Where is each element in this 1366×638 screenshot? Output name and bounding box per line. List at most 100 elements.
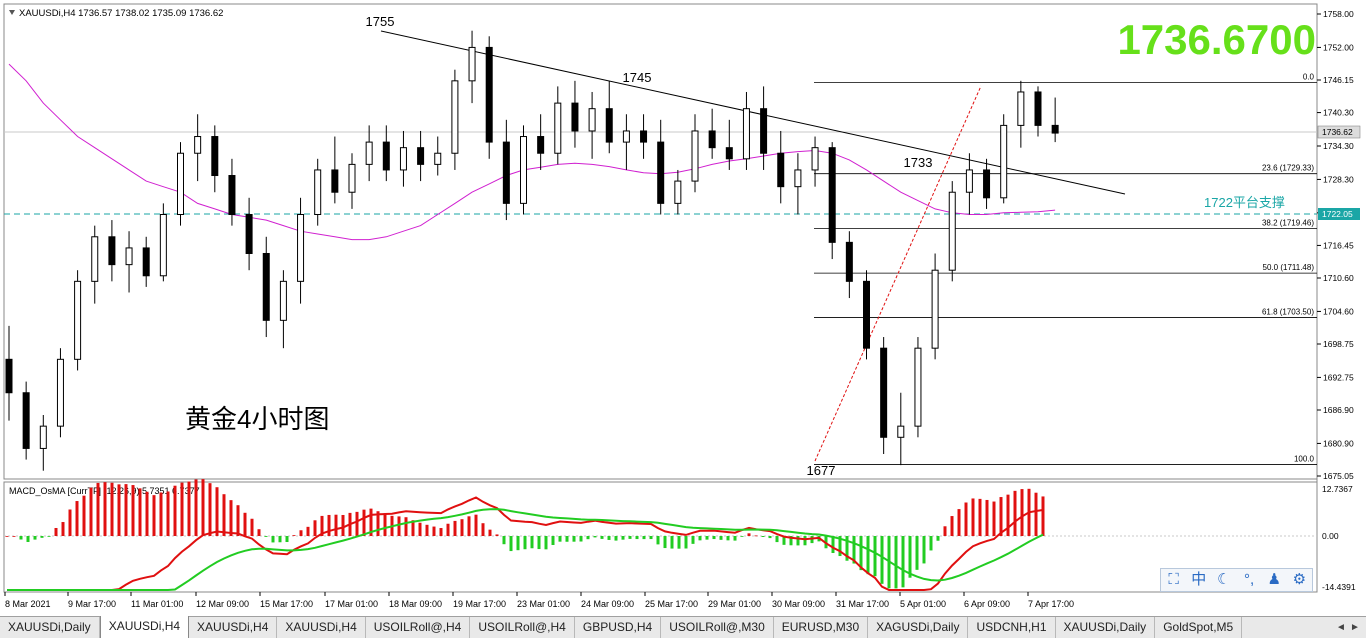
tab-xauusdi-h4-active[interactable]: XAUUSDi,H4: [99, 616, 190, 638]
candle-body: [56, 358, 64, 427]
macd-bar: [12, 536, 16, 537]
candle-body: [983, 169, 991, 199]
macd-bar: [75, 501, 79, 536]
peak-label-1755: 1755: [366, 14, 395, 29]
ime-toolbar[interactable]: ⛶ 中 ☾ °, ♟ ⚙: [1160, 568, 1313, 592]
candles: [5, 30, 1059, 471]
macd-bar: [516, 536, 520, 551]
macd-bar: [789, 536, 793, 546]
time-tick-label: 18 Mar 09:00: [389, 599, 442, 609]
macd-bar: [502, 536, 506, 545]
macd-bar: [796, 536, 800, 546]
macd-bar: [278, 536, 282, 543]
macd-bar: [1006, 494, 1010, 536]
macd-bar: [19, 536, 23, 540]
price-tick-label: 1758.00: [1323, 9, 1354, 19]
time-tick-label: 12 Mar 09:00: [196, 599, 249, 609]
candle-body: [485, 46, 493, 143]
candle-body: [211, 136, 219, 177]
fib-level-label: 38.2 (1719.46): [1262, 219, 1314, 228]
macd-bar: [635, 536, 639, 540]
tab-xauusdi-daily[interactable]: XAUUSDi,Daily: [0, 617, 100, 638]
tab-usdcnh-h1[interactable]: USDCNH,H1: [968, 617, 1056, 638]
candle-body: [297, 214, 305, 282]
tab-usoilroll-h4-2[interactable]: USOILRoll@,H4: [470, 617, 575, 638]
macd-bar: [544, 536, 548, 550]
macd-bar: [957, 509, 961, 536]
macd-bar: [908, 536, 912, 578]
macd-bar: [943, 526, 947, 536]
macd-bar: [873, 536, 877, 577]
tab-xauusdi-daily-2[interactable]: XAUUSDi,Daily: [1056, 617, 1156, 638]
macd-bar: [61, 522, 65, 536]
tab-xagusdi-daily[interactable]: XAGUSDi,Daily: [868, 617, 969, 638]
triangle-down-icon[interactable]: [9, 10, 15, 15]
macd-bar: [1020, 489, 1024, 536]
fib-level-label: 0.0: [1303, 73, 1315, 82]
macd-bar: [418, 522, 422, 536]
candle-body: [880, 347, 888, 438]
macd-bar: [173, 485, 177, 536]
macd-bar: [271, 536, 275, 543]
candle-body: [108, 236, 116, 266]
candle-body: [931, 269, 939, 349]
candle-body: [177, 152, 184, 216]
macd-bar: [467, 516, 471, 536]
tab-usoilroll-h4[interactable]: USOILRoll@,H4: [366, 617, 471, 638]
macd-bar: [257, 529, 261, 536]
macd-bar: [474, 514, 478, 536]
tab-goldspot-m5[interactable]: GoldSpot,M5: [1155, 617, 1243, 638]
candle-body: [74, 280, 82, 360]
macd-bar: [488, 529, 492, 536]
macd-bar: [397, 516, 401, 536]
candle-body: [657, 141, 665, 204]
candle-body: [691, 130, 699, 182]
peak-label-1733: 1733: [904, 155, 933, 170]
macd-bar: [1034, 492, 1038, 536]
macd-bar: [208, 483, 212, 536]
macd-bar: [572, 536, 576, 542]
macd-bar: [327, 514, 331, 536]
fib-level-label: 50.0 (1711.48): [1263, 263, 1315, 272]
macd-bar: [803, 536, 807, 546]
macd-bar: [243, 512, 247, 536]
time-tick-label: 5 Apr 01:00: [900, 599, 946, 609]
candle-body: [845, 241, 853, 282]
candle-body: [537, 136, 545, 154]
time-tick-label: 25 Mar 17:00: [645, 599, 698, 609]
macd-bar: [614, 536, 618, 541]
candle-body: [502, 141, 510, 204]
current-price-tag: 1736.62: [1322, 127, 1353, 137]
chinese-ime-icon[interactable]: 中: [1191, 571, 1207, 588]
tab-eurusd-m30[interactable]: EURUSD,M30: [774, 617, 869, 638]
scroll-left-icon[interactable]: ◄: [1336, 622, 1346, 633]
macd-bar: [446, 523, 450, 536]
tab-usoilroll-m30[interactable]: USOILRoll@,M30: [661, 617, 774, 638]
moon-icon[interactable]: ☾: [1217, 571, 1231, 588]
candle-body: [588, 108, 596, 132]
macd-bar: [537, 536, 541, 550]
candle-body: [554, 102, 562, 154]
punctuation-icon[interactable]: °,: [1243, 571, 1255, 588]
macd-bar: [292, 535, 296, 536]
settings-icon[interactable]: ⚙: [1292, 571, 1307, 588]
macd-bar: [194, 479, 198, 536]
candle-body: [365, 141, 373, 165]
macd-bar: [768, 536, 772, 539]
crosshair-icon[interactable]: ⛶: [1168, 571, 1179, 588]
macd-bar: [698, 536, 702, 541]
candle-body: [828, 147, 836, 243]
candle-body: [708, 130, 716, 149]
tab-xauusdi-h4[interactable]: XAUUSDi,H4: [189, 617, 278, 638]
tab-gbpusd-h4[interactable]: GBPUSD,H4: [575, 617, 662, 638]
macd-bar: [299, 530, 303, 536]
user-icon[interactable]: ♟: [1267, 571, 1281, 588]
tab-xauusdi-h4-2[interactable]: XAUUSDi,H4: [277, 617, 366, 638]
macd-bar: [558, 536, 562, 542]
candle-body: [194, 136, 202, 154]
scroll-right-icon[interactable]: ►: [1350, 622, 1360, 633]
time-tick-label: 17 Mar 01:00: [325, 599, 378, 609]
price-axis: 1758.00 1752.00 1746.15 1740.30 1734.30 1728.…: [1317, 9, 1354, 481]
price-tick-label: 1686.90: [1323, 405, 1354, 415]
